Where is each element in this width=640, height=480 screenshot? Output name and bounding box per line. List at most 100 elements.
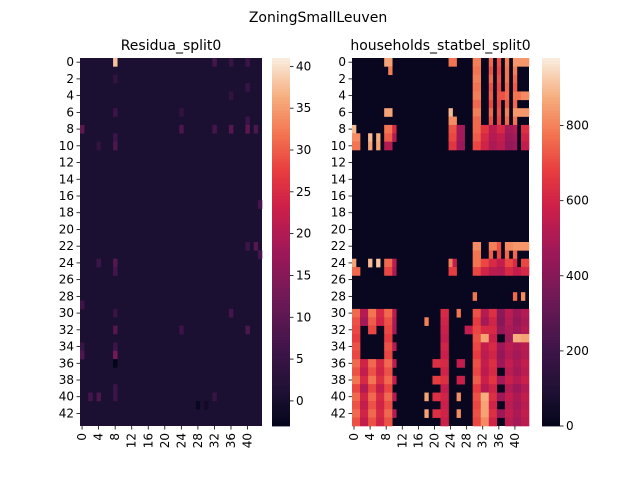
heatmap-cell <box>432 375 441 385</box>
heatmap-cell <box>472 267 482 276</box>
heatmap-cell <box>368 325 377 335</box>
colorbar-segment <box>272 208 290 212</box>
heatmap-cell <box>440 325 449 335</box>
colorbar-segment <box>542 263 560 267</box>
colorbar-segment <box>272 82 290 86</box>
heatmap-cell <box>392 392 397 402</box>
colorbar-segment <box>272 177 290 182</box>
heatmap-cell <box>204 400 209 410</box>
colorbar-segment <box>542 407 560 412</box>
colorbar-segment <box>542 422 560 427</box>
colorbar-segment <box>272 315 290 320</box>
x-tick-label: 20 <box>427 433 441 448</box>
heatmap-cell <box>352 308 361 318</box>
colorbar-segment <box>272 349 290 353</box>
heatmap-cell <box>504 83 510 92</box>
colorbar-segment <box>542 413 560 418</box>
colorbar-segment <box>542 297 560 301</box>
colorbar-segment <box>542 269 560 274</box>
heatmap-cell <box>245 325 250 335</box>
colorbar-segment <box>542 140 560 145</box>
heatmap-cell <box>496 58 502 67</box>
heatmap-cell <box>360 400 369 410</box>
heatmap-cell <box>488 417 498 427</box>
heatmap-cell <box>472 417 482 427</box>
colorbar-segment <box>542 349 560 353</box>
colorbar-segment <box>542 395 560 399</box>
heatmap-cell <box>352 409 361 418</box>
colorbar-segment <box>542 171 560 175</box>
colorbar-tick-label: 25 <box>296 185 311 199</box>
heatmap-cell <box>384 384 393 393</box>
y-tick-label: 6 <box>66 105 74 119</box>
heatmap-cell <box>472 133 482 142</box>
heatmap-cell <box>368 392 377 402</box>
heatmap-cell <box>440 334 449 343</box>
heatmap-cell <box>376 317 385 326</box>
colorbar-segment <box>272 137 290 142</box>
heatmap-cell <box>96 392 101 402</box>
heatmap-cell <box>488 258 498 268</box>
colorbar-segment <box>542 131 560 136</box>
heatmap-cell <box>512 116 518 126</box>
colorbar-segment <box>542 401 560 405</box>
colorbar-segment <box>542 337 560 341</box>
colorbar-segment <box>542 242 560 246</box>
heatmap-cell <box>520 258 530 268</box>
colorbar-segment <box>542 58 560 62</box>
colorbar-segment <box>272 186 290 191</box>
x-tick-label: 28 <box>191 433 205 448</box>
heatmap-cell <box>488 308 498 318</box>
colorbar-segment <box>542 367 560 372</box>
colorbar-segment <box>272 58 290 62</box>
colorbar-segment <box>272 275 290 280</box>
y-tick-label: 34 <box>331 340 346 354</box>
colorbar-segment <box>542 94 560 99</box>
heatmap-cell <box>488 375 498 385</box>
heatmap-cell <box>496 91 506 101</box>
colorbar-tick-label: 30 <box>296 143 311 157</box>
colorbar-segment <box>272 156 290 160</box>
colorbar-tick-label: 200 <box>566 344 589 358</box>
y-tick-label: 18 <box>331 206 346 220</box>
colorbar-segment <box>272 401 290 405</box>
heatmap-cell <box>472 58 482 67</box>
colorbar-tick-label: 35 <box>296 101 311 115</box>
colorbar-segment <box>542 364 560 369</box>
heatmap-cell <box>472 258 482 268</box>
heatmap-cell <box>520 292 526 301</box>
colorbar-segment <box>272 192 290 197</box>
heatmap-cell <box>496 66 502 76</box>
heatmap-cell <box>245 58 250 67</box>
heatmap-cell <box>480 392 490 402</box>
heatmap-cell <box>392 409 397 418</box>
heatmap-cell <box>504 58 510 67</box>
colorbar-segment <box>542 376 560 381</box>
heatmap-cell <box>504 116 510 126</box>
x-tick-label: 32 <box>207 433 221 448</box>
colorbar-segment <box>272 373 290 378</box>
heatmap-cell <box>179 124 184 134</box>
y-tick-label: 2 <box>66 72 74 86</box>
colorbar-segment <box>542 245 560 249</box>
y-tick-label: 14 <box>59 172 74 186</box>
heatmap-cell <box>376 141 381 151</box>
colorbar-segment <box>272 223 290 228</box>
heatmap-cell <box>360 359 369 368</box>
colorbar-segment <box>542 211 560 215</box>
colorbar-segment <box>272 217 290 221</box>
colorbar-segment <box>542 278 560 283</box>
colorbar-segment <box>272 251 290 255</box>
heatmap-cell <box>480 325 490 335</box>
heatmap-cell <box>368 308 377 318</box>
heatmap-cell <box>512 99 518 109</box>
x-tick-label: 20 <box>158 433 172 448</box>
heatmap-cell <box>352 367 361 377</box>
heatmap-cell <box>496 99 502 109</box>
heatmap-cell <box>496 392 506 402</box>
heatmap-cell <box>480 133 490 142</box>
heatmap-cell <box>520 141 530 151</box>
colorbar-segment <box>542 125 560 129</box>
colorbar-segment <box>272 278 290 283</box>
heatmap-cell <box>384 108 393 117</box>
